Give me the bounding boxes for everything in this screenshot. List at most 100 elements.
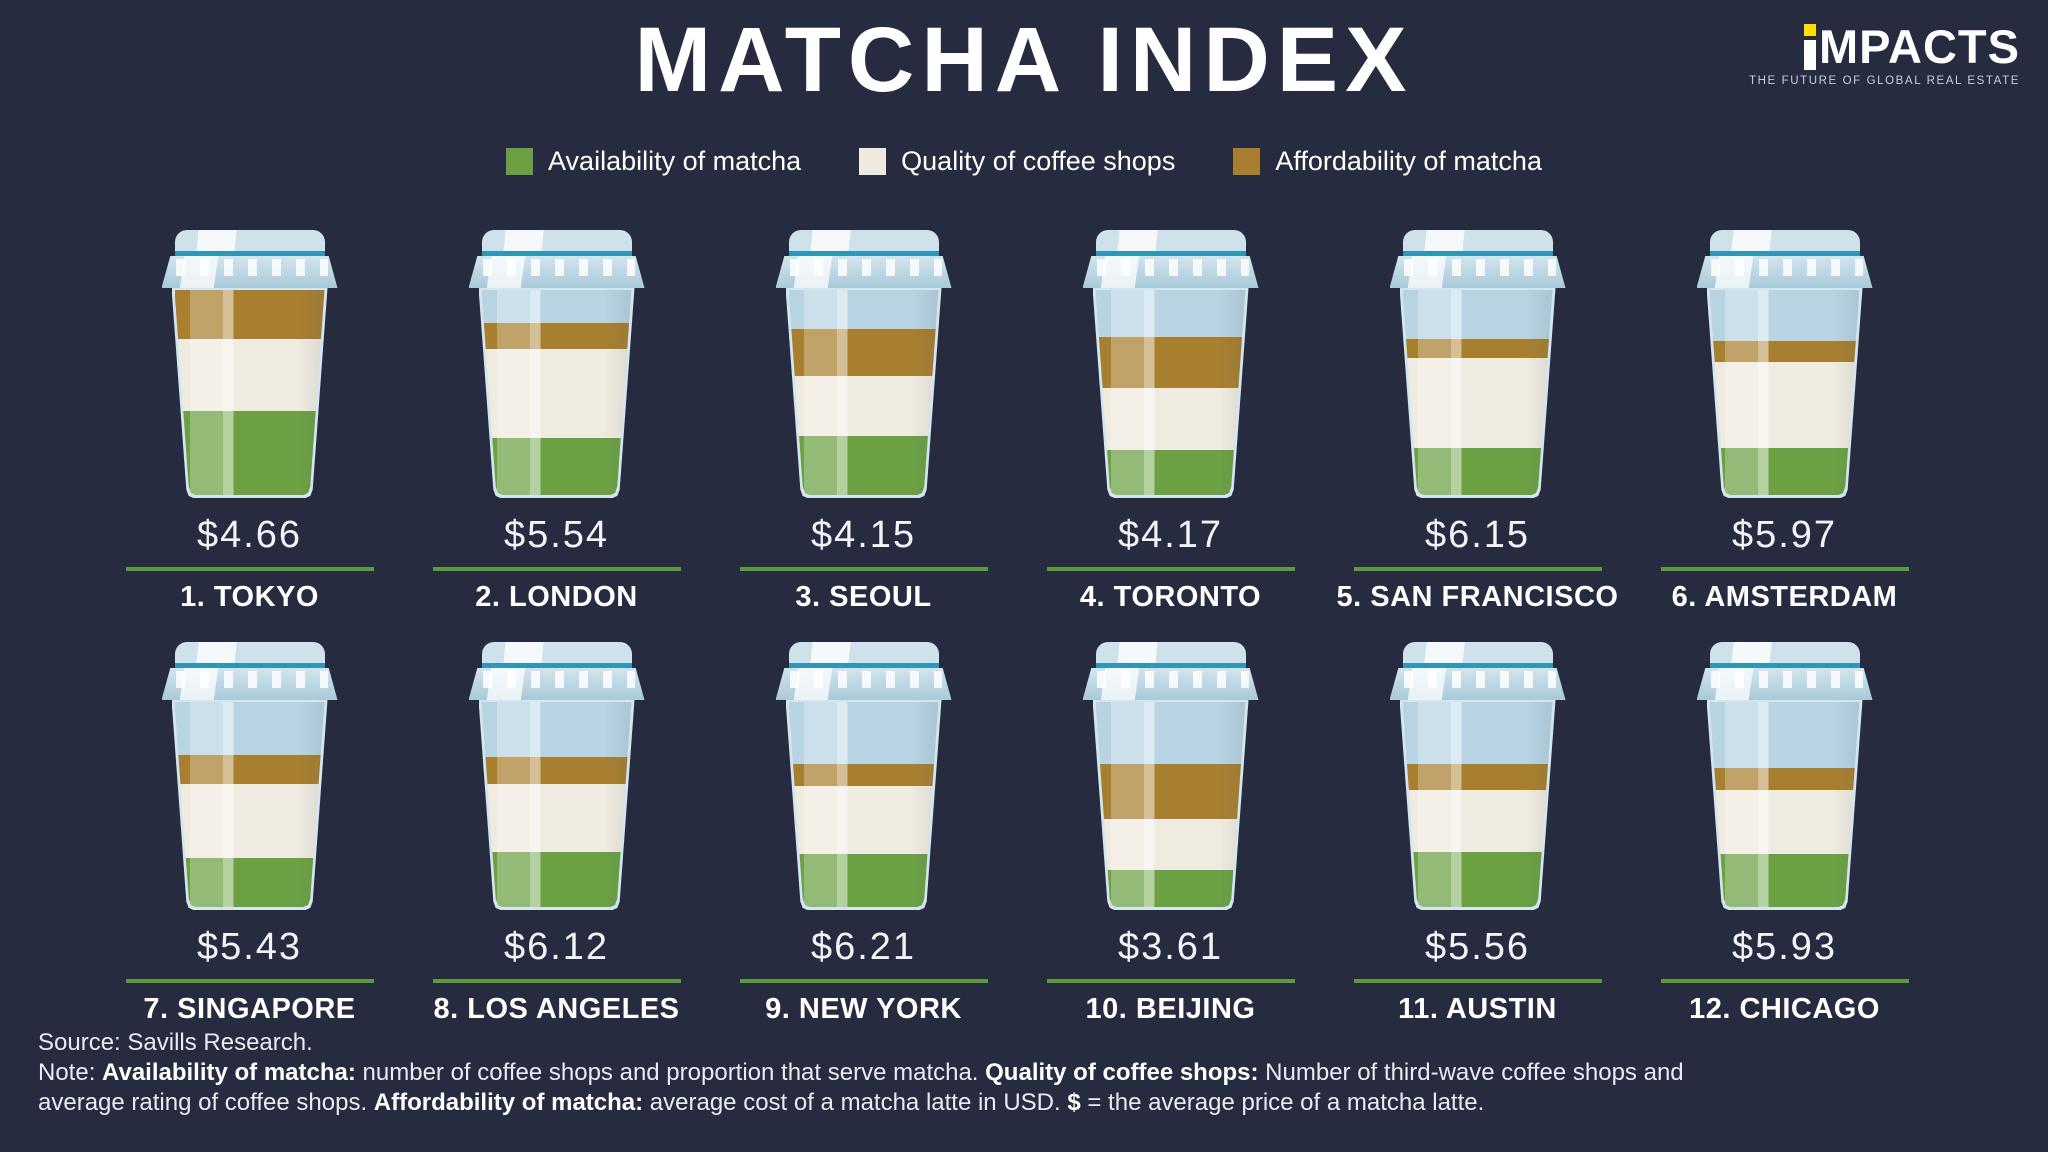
city-label: 6. AMSTERDAM	[1671, 581, 1898, 613]
cup-segment-quality	[174, 339, 325, 411]
matcha-cup	[1378, 642, 1578, 910]
matcha-cup	[1071, 230, 1271, 498]
cup-segment-availability	[1095, 870, 1246, 907]
cup-segment-availability	[1095, 449, 1246, 495]
lid-shine	[1714, 256, 1753, 288]
cup-segment-quality	[481, 349, 632, 438]
cup-segment-quality	[788, 786, 939, 854]
matcha-cup	[1685, 642, 1885, 910]
lid-teal-stripe	[1095, 251, 1246, 257]
city-column: $4.17 4. TORONTO	[1017, 230, 1324, 642]
source-text: Source: Savills Research.	[38, 1029, 313, 1056]
cup-segment-affordability	[788, 763, 939, 787]
price-underline	[1660, 567, 1909, 571]
price-underline	[432, 979, 681, 983]
cup-body	[785, 288, 942, 498]
cup-segment-affordability	[481, 322, 632, 350]
cups-grid: $4.66 1. TOKYO $5.5	[96, 230, 1938, 1054]
legend-label: Affordability of matcha	[1275, 146, 1542, 176]
price-label: $5.56	[1424, 926, 1531, 968]
cup-lid-rim	[1389, 668, 1566, 700]
lid-shine	[486, 256, 525, 288]
city-label: 2. LONDON	[475, 581, 638, 613]
cup-body	[1399, 288, 1556, 498]
city-label: 9. NEW YORK	[765, 993, 962, 1025]
price-underline	[1353, 979, 1602, 983]
city-column: $6.12 8. LOS ANGELES	[403, 642, 710, 1054]
matcha-cup	[1378, 230, 1578, 498]
city-column: $4.66 1. TOKYO	[96, 230, 403, 642]
city-column: $6.21 9. NEW YORK	[710, 642, 1017, 1054]
price-label: $6.15	[1424, 514, 1531, 556]
price-label: $5.97	[1731, 514, 1838, 556]
matcha-cup	[150, 642, 350, 910]
cup-segment-empty	[1402, 290, 1553, 340]
lid-teal-stripe	[788, 251, 939, 257]
matcha-cup	[764, 642, 964, 910]
lid-shine	[486, 668, 525, 700]
lid-shine	[1100, 668, 1139, 700]
cup-segment-empty	[1709, 290, 1860, 342]
cup-body	[478, 700, 635, 910]
lid-shine	[179, 256, 218, 288]
cup-segment-availability	[1402, 851, 1553, 907]
price-label: $5.54	[503, 514, 610, 556]
cup-segment-availability	[788, 853, 939, 907]
cup-segment-empty	[174, 702, 325, 756]
logo-wordmark: MPACTS	[1749, 20, 2020, 73]
cup-lid-rim	[468, 668, 645, 700]
legend: Availability of matcha Quality of coffee…	[0, 146, 2048, 177]
price-underline	[1046, 979, 1295, 983]
city-column: $6.15 5. SAN FRANCISCO	[1324, 230, 1631, 642]
logo-text: MPACTS	[1819, 20, 2020, 73]
cup-body	[785, 700, 942, 910]
price-label: $5.93	[1731, 926, 1838, 968]
cup-segment-affordability	[1709, 767, 1860, 791]
lid-shine	[1407, 668, 1446, 700]
quality-swatch-icon	[859, 148, 887, 175]
affordability-swatch-icon	[1233, 148, 1261, 175]
price-label: $6.12	[503, 926, 610, 968]
cup-body	[171, 288, 328, 498]
legend-item-quality: Quality of coffee shops	[859, 146, 1175, 177]
lid-shine	[1407, 256, 1446, 288]
cup-segment-availability	[481, 437, 632, 495]
cup-segment-affordability	[1095, 763, 1246, 819]
lid-teal-stripe	[1709, 251, 1860, 257]
city-label: 11. AUSTIN	[1398, 993, 1557, 1025]
cup-segment-empty	[1709, 702, 1860, 768]
city-column: $5.43 7. SINGAPORE	[96, 642, 403, 1054]
lid-teal-stripe	[174, 251, 325, 257]
lid-teal-stripe	[1709, 663, 1860, 669]
cup-segment-availability	[788, 435, 939, 495]
cup-segment-affordability	[1402, 339, 1553, 358]
price-underline	[432, 567, 681, 571]
cup-segment-availability	[174, 857, 325, 907]
price-label: $4.66	[196, 514, 303, 556]
cup-lid-rim	[1082, 668, 1259, 700]
note-text: Note: Availability of matcha: number of …	[38, 1059, 1684, 1116]
cup-segment-affordability	[788, 328, 939, 377]
cup-body	[171, 700, 328, 910]
matcha-cup	[457, 230, 657, 498]
cup-segment-empty	[1402, 702, 1553, 764]
city-column: $5.97 6. AMSTERDAM	[1631, 230, 1938, 642]
city-column: $3.61 10. BEIJING	[1017, 642, 1324, 1054]
cup-segment-empty	[1095, 702, 1246, 764]
legend-item-availability: Availability of matcha	[506, 146, 801, 177]
matcha-cup	[764, 230, 964, 498]
cup-lid-rim	[161, 668, 338, 700]
cup-segment-empty	[788, 290, 939, 329]
legend-label: Quality of coffee shops	[901, 146, 1176, 176]
city-label: 7. SINGAPORE	[143, 993, 356, 1025]
logo-yellow-dot-icon	[1804, 24, 1817, 37]
city-column: $5.93 12. CHICAGO	[1631, 642, 1938, 1054]
cup-segment-quality	[1095, 388, 1246, 450]
footer: Source: Savills Research. Note: Availabi…	[38, 1028, 1768, 1118]
matcha-cup	[1071, 642, 1271, 910]
price-label: $5.43	[196, 926, 303, 968]
cup-segment-affordability	[1402, 763, 1553, 791]
cup-segment-quality	[481, 783, 632, 852]
city-label: 5. SAN FRANCISCO	[1336, 581, 1619, 613]
logo-tagline: THE FUTURE OF GLOBAL REAL ESTATE	[1748, 75, 2020, 88]
